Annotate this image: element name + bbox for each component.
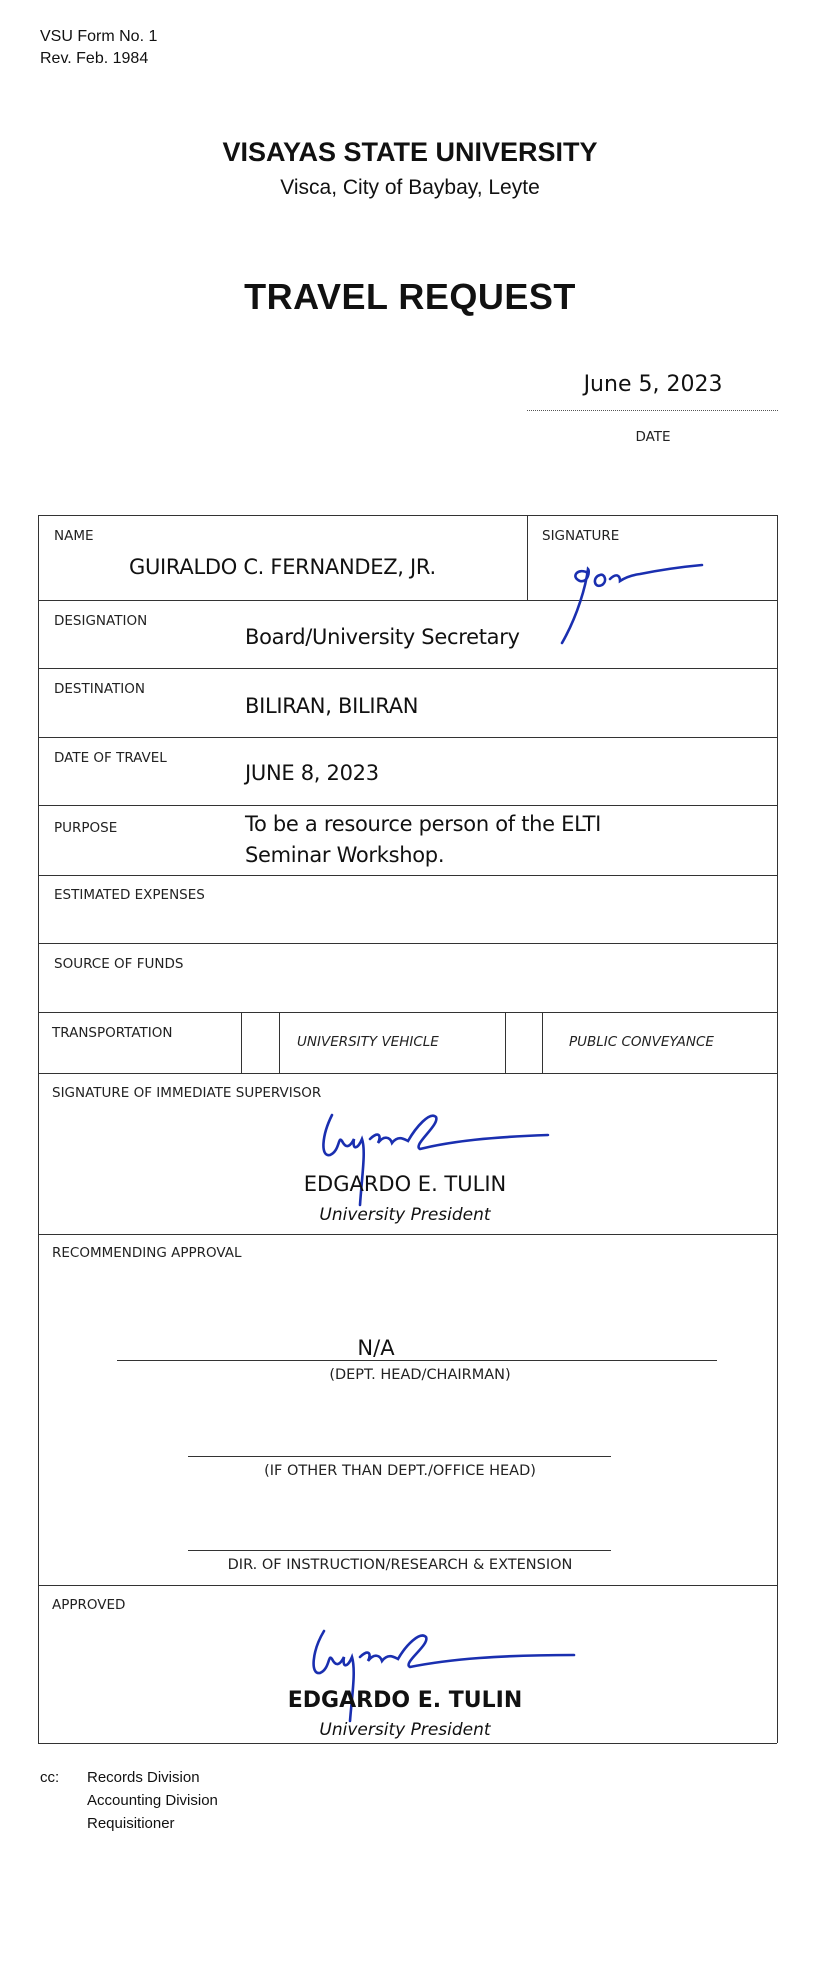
director-label: DIR. OF INSTRUCTION/RESEARCH & EXTENSION <box>227 1557 573 1573</box>
form-number: VSU Form No. 1 <box>40 28 158 45</box>
name-field[interactable]: GUIRALDO C. FERNANDEZ, JR. <box>129 555 436 579</box>
recommending-approval-label: RECOMMENDING APPROVAL <box>52 1245 242 1261</box>
signature-label: SIGNATURE <box>542 528 620 544</box>
designation-label: DESIGNATION <box>54 613 148 629</box>
supervisor-label: SIGNATURE OF IMMEDIATE SUPERVISOR <box>52 1085 322 1101</box>
university-name: VISAYAS STATE UNIVERSITY <box>222 137 598 167</box>
supervisor-signature <box>322 1113 550 1207</box>
designation-field[interactable]: Board/University Secretary <box>245 625 520 649</box>
transportation-label: TRANSPORTATION <box>52 1025 173 1041</box>
approver-name: EDGARDO E. TULIN <box>287 1688 523 1713</box>
requester-signature <box>560 563 704 645</box>
purpose-label: PURPOSE <box>54 820 118 836</box>
other-head-label: (IF OTHER THAN DEPT./OFFICE HEAD) <box>264 1463 536 1479</box>
date-of-travel-label: DATE OF TRAVEL <box>54 750 167 766</box>
university-vehicle-checkbox[interactable] <box>242 1013 279 1073</box>
date-value: June 5, 2023 <box>583 372 723 397</box>
university-address: Visca, City of Baybay, Leyte <box>280 176 540 199</box>
cc-label: cc: <box>40 1769 60 1786</box>
public-conveyance-option: PUBLIC CONVEYANCE <box>569 1034 714 1050</box>
public-conveyance-checkbox[interactable] <box>506 1013 542 1073</box>
supervisor-name: EDGARDO E. TULIN <box>303 1172 507 1196</box>
date-underline <box>527 410 778 411</box>
form-revision: Rev. Feb. 1984 <box>40 50 149 67</box>
dept-head-label: (DEPT. HEAD/CHAIRMAN) <box>329 1367 511 1383</box>
university-vehicle-option: UNIVERSITY VEHICLE <box>297 1034 439 1050</box>
date-of-travel-field[interactable]: JUNE 8, 2023 <box>245 761 379 785</box>
other-head-line[interactable] <box>188 1456 611 1457</box>
cc-item: Accounting Division <box>87 1792 218 1809</box>
director-line[interactable] <box>188 1550 611 1551</box>
destination-label: DESTINATION <box>54 681 145 697</box>
supervisor-title: University President <box>319 1205 491 1225</box>
dept-head-line <box>117 1360 717 1361</box>
approved-label: APPROVED <box>52 1597 126 1613</box>
destination-field[interactable]: BILIRAN, BILIRAN <box>245 694 419 718</box>
cc-item: Requisitioner <box>87 1815 175 1832</box>
cc-item: Records Division <box>87 1769 200 1786</box>
date-label: DATE <box>635 429 671 445</box>
name-label: NAME <box>54 528 94 544</box>
estimated-expenses-label: ESTIMATED EXPENSES <box>54 887 205 903</box>
document-title: TRAVEL REQUEST <box>244 276 576 317</box>
approver-title: University President <box>319 1720 491 1740</box>
purpose-line-2[interactable]: Seminar Workshop. <box>245 843 445 867</box>
dept-head-value[interactable]: N/A <box>357 1336 395 1360</box>
source-of-funds-label: SOURCE OF FUNDS <box>54 956 184 972</box>
purpose-line-1[interactable]: To be a resource person of the ELTI <box>245 812 602 836</box>
